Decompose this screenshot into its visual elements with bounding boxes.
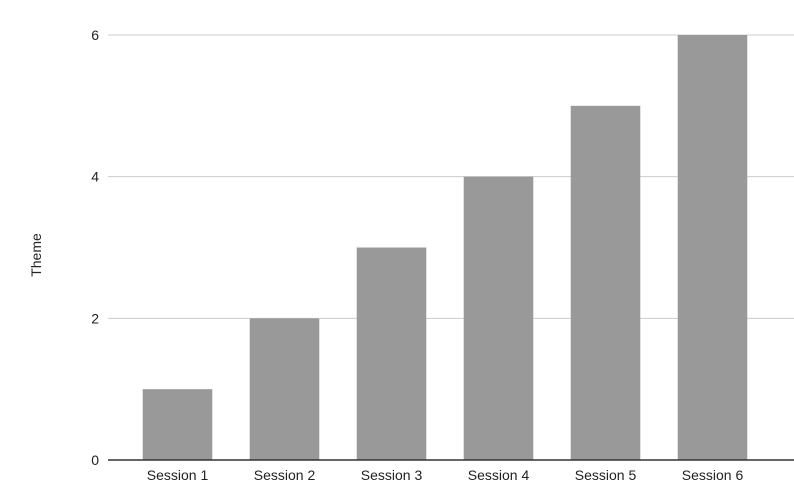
y-tick-label: 0 (91, 452, 99, 468)
bars (142, 35, 748, 460)
bar-session-5 (570, 105, 641, 460)
x-tick-label: Session 1 (147, 467, 209, 483)
x-tick-label: Session 6 (682, 467, 744, 483)
x-tick-labels: Session 1 Session 2 Session 3 Session 4 Sess… (147, 467, 744, 483)
bar-session-1 (142, 389, 213, 460)
bar-session-3 (356, 247, 427, 460)
x-tick-label: Session 2 (254, 467, 316, 483)
x-tick-label: Session 3 (361, 467, 423, 483)
bar-session-2 (249, 318, 320, 460)
x-tick-label: Session 5 (575, 467, 637, 483)
y-axis-title: Theme (28, 233, 44, 277)
bar-session-6 (677, 35, 748, 460)
x-tick-label: Session 4 (468, 467, 530, 483)
bar-session-4 (463, 176, 534, 460)
y-tick-labels: 0 2 4 6 (91, 27, 99, 468)
y-tick-label: 4 (91, 169, 99, 185)
y-tick-label: 2 (91, 310, 99, 326)
y-tick-label: 6 (91, 27, 99, 43)
